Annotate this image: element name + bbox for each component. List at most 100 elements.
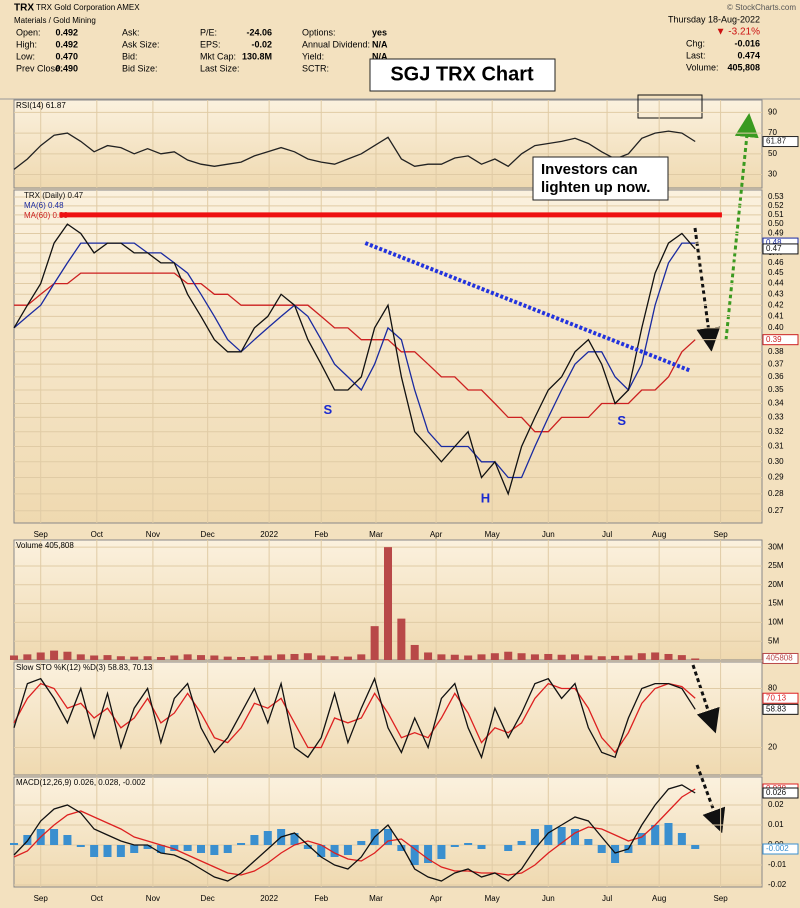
bar [611,845,620,863]
bar [263,655,272,660]
field-label: Bid: [122,51,138,61]
field-label: Last: [686,50,706,60]
bar [277,654,286,660]
field-label: Ask Size: [122,39,160,49]
y-tick-label: 0.30 [768,457,784,466]
field-label: EPS: [200,39,221,49]
bar [156,656,165,660]
bar [357,654,366,660]
x-tick-label: 2022 [260,530,278,539]
y-tick-label: 30 [768,170,777,179]
bar [317,845,326,857]
field-label: High: [16,39,37,49]
field-label: P/E: [200,27,217,37]
x-tick-label: Apr [430,530,443,539]
last-value-badge [762,136,799,148]
y-tick-label: 0.02 [768,800,784,809]
last-value-badge [762,787,799,799]
x-tick-label: Aug [652,530,666,539]
y-tick-label: 0.38 [768,347,784,356]
bar [557,654,566,660]
field-label: Volume: [686,62,719,72]
field-label: Chg: [686,38,705,48]
bar [410,845,419,865]
y-tick-label: 0.37 [768,359,784,368]
last-value-badge [762,692,799,704]
y-tick-label: 0.35 [768,385,784,394]
bar [116,656,125,660]
bar [196,655,206,660]
last-value-label: 70.13 [766,693,787,702]
last-value-badge [762,334,799,346]
field-label: Options: [302,27,336,37]
x-tick-label: Feb [314,530,328,539]
bar [143,845,152,849]
x-tick-label: Dec [201,530,215,539]
callout-box [532,156,669,201]
last-value-badge [762,703,799,715]
x-tick-label: Feb [314,894,328,903]
symbol: TRX [14,3,34,14]
y-tick-label: 0.50 [768,219,784,228]
bar [90,655,99,660]
bar [437,845,446,859]
bar [263,831,272,845]
bar [570,829,580,845]
sto-arrow [691,664,720,734]
bar [90,845,99,857]
bar [504,651,513,660]
bar [50,650,59,660]
bar [450,845,459,847]
y-tick-label: 20 [768,743,777,752]
bar [23,654,32,660]
y-tick-label: 0.34 [768,399,784,408]
field-value: -24.06 [246,27,272,37]
bar [237,656,246,660]
x-tick-label: Dec [201,894,215,903]
y-tick-label: 0.53 [768,192,784,201]
y-tick-label: 0.31 [768,442,784,451]
bar [103,655,112,660]
chart-title: SGJ TRX Chart [390,63,534,85]
bar [103,845,112,857]
field-label: Prev Close: [16,63,63,73]
bar [597,656,606,660]
bar [317,655,326,660]
y-tick-label: 30M [768,542,784,551]
bar [63,835,72,845]
field-value: N/A [372,39,388,49]
bar [223,656,232,660]
bar [410,644,419,660]
field-label: Mkt Cap: [200,51,236,61]
bar [130,656,139,660]
x-tick-label: Mar [369,530,383,539]
bar [116,845,125,857]
y-tick-label: 5M [768,636,779,645]
series-line [13,682,696,754]
bar [677,833,686,845]
bar [570,654,580,660]
bar [637,653,646,660]
date: Thursday 18-Aug-2022 [668,14,760,24]
title-box [369,58,556,92]
x-tick-label: Oct [91,894,104,903]
bar [477,654,486,660]
y-tick-label: 0.51 [768,210,784,219]
series-line [13,788,696,876]
bar [250,656,259,660]
panel-label: RSI(14) 61.87 [16,101,66,110]
change-percent: ▼ -3.21% [716,27,760,38]
last-value-label: 0.47 [766,244,782,253]
bar [504,845,513,851]
bar [637,833,646,845]
y-tick-label: 80 [768,684,777,693]
series-line [14,272,696,433]
y-tick-label: 0.46 [768,258,784,267]
bar [76,845,85,847]
bar [611,655,620,660]
bar [196,845,206,853]
last-value-badge [762,652,799,664]
y-tick-label: 0.49 [768,229,784,238]
y-tick-label: 0.01 [768,820,784,829]
